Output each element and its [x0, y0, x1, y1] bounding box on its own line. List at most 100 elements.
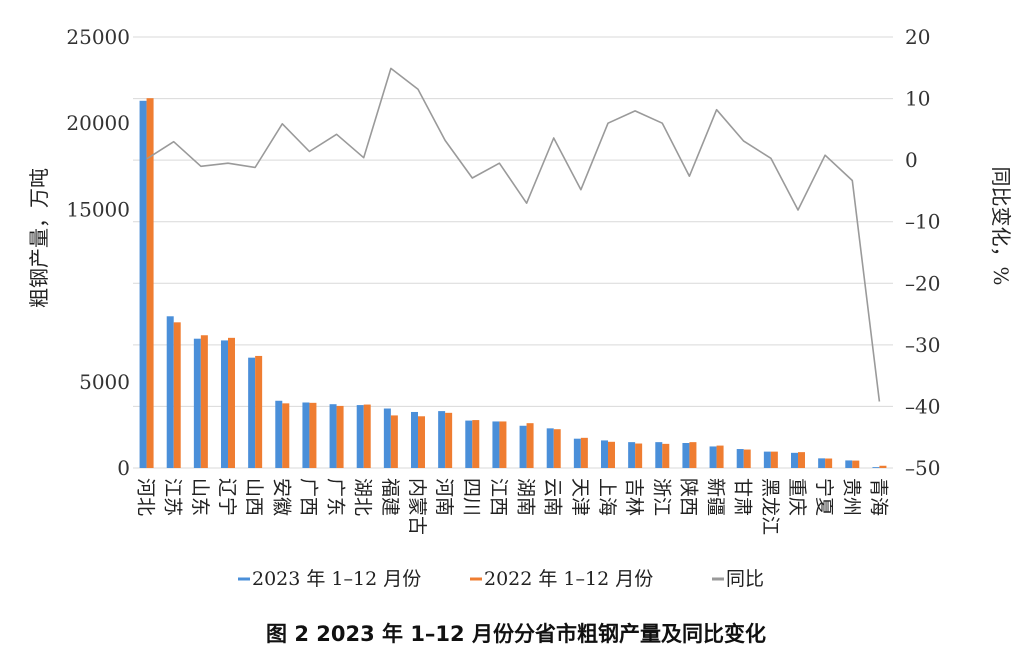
bar-2023: [628, 442, 636, 468]
bar-2023: [546, 428, 554, 468]
category-label: 山西: [243, 478, 265, 516]
left-tick-label: 5000: [79, 370, 130, 394]
bar-2022: [445, 412, 453, 468]
legend: 2023 年 1–12 月份 2022 年 1–12 月份 同比: [238, 568, 764, 590]
category-label: 安徽: [270, 478, 292, 516]
bar-2022: [499, 421, 507, 468]
bar-2023: [519, 425, 527, 468]
bar-2022: [309, 402, 317, 468]
category-label: 重庆: [786, 478, 808, 516]
right-tick-label: 0: [905, 148, 918, 172]
bar-2023: [682, 443, 690, 468]
right-tick-label: –30: [905, 333, 940, 357]
bar-2023: [383, 408, 391, 468]
bar-2022: [608, 441, 615, 468]
figure-caption: 图 2 2023 年 1–12 月份分省市粗钢产量及同比变化: [266, 622, 766, 646]
bar-2023: [465, 420, 473, 468]
bar-2022: [879, 465, 887, 468]
category-label: 辽宁: [216, 478, 238, 516]
bar-2022: [743, 449, 751, 468]
category-label: 湖北: [352, 478, 374, 516]
bar-2022: [526, 423, 534, 468]
grid-lines: [133, 36, 893, 469]
bar-2022: [635, 443, 643, 468]
bar-2023: [139, 100, 147, 469]
yoy-line-layer: [146, 67, 881, 402]
left-tick-label: 0: [117, 456, 130, 480]
bar-2022: [798, 452, 805, 468]
category-label: 广西: [297, 478, 319, 516]
bar-2022: [336, 405, 344, 468]
bar-2023: [356, 405, 364, 468]
category-label: 江苏: [162, 478, 184, 516]
category-label: 青海: [867, 478, 889, 516]
legend-label: 2022 年 1–12 月份: [484, 568, 653, 590]
bar-2023: [248, 357, 256, 468]
bar-2022: [200, 335, 208, 468]
bar-2023: [302, 402, 310, 468]
category-label: 四川: [460, 478, 482, 516]
category-label: 天津: [569, 478, 591, 516]
bar-2022: [716, 445, 724, 468]
right-axis-title: 同比变化，%: [989, 166, 1013, 285]
bar-2023: [573, 438, 581, 468]
category-label: 上海: [596, 478, 618, 516]
bar-2022: [228, 337, 235, 468]
bar-2022: [580, 437, 588, 468]
left-tick-label: 20000: [66, 111, 130, 135]
bar-2023: [411, 411, 418, 468]
right-axis-ticks: 20 10 0 –10 –20 –30 –40 –50: [905, 25, 940, 480]
bar-2023: [329, 404, 337, 468]
left-axis-ticks: 0 5000 15000 20000 25000: [66, 25, 130, 480]
bar-2023: [872, 467, 880, 468]
category-label: 广东: [325, 478, 347, 516]
bar-2022: [418, 416, 425, 468]
bar-2023: [221, 340, 228, 468]
category-label: 福建: [379, 478, 401, 516]
category-label: 甘肃: [732, 478, 754, 516]
left-axis-title: 粗钢产量，万吨: [27, 168, 51, 308]
bar-2022: [553, 429, 561, 468]
category-label: 河南: [433, 478, 455, 516]
bar-2023: [818, 458, 826, 468]
bar-2023: [709, 446, 717, 468]
legend-label: 2023 年 1–12 月份: [252, 568, 421, 590]
right-tick-label: –50: [905, 456, 940, 480]
right-tick-label: –20: [905, 271, 940, 295]
category-label: 云南: [542, 478, 564, 516]
category-label: 湖南: [515, 478, 537, 516]
bar-2022: [282, 403, 290, 468]
category-label: 河北: [135, 478, 157, 516]
bar-2023: [492, 421, 500, 468]
category-label: 新疆: [705, 478, 727, 516]
right-tick-label: –40: [905, 394, 940, 418]
category-label: 陕西: [677, 478, 699, 516]
bar-2023: [845, 460, 853, 468]
category-label: 吉林: [623, 478, 645, 516]
category-label: 江西: [487, 478, 509, 516]
bar-2022: [852, 460, 860, 468]
bar-2022: [825, 458, 833, 468]
bar-2022: [390, 415, 398, 468]
bar-2023: [763, 451, 771, 468]
bar-2022: [662, 443, 670, 468]
yoy-line: [146, 67, 881, 402]
right-tick-label: 10: [905, 87, 930, 111]
category-label: 浙江: [650, 478, 672, 516]
category-label: 宁夏: [813, 478, 835, 516]
bars: [139, 98, 887, 469]
bar-2022: [363, 404, 371, 468]
category-label: 黑龙江: [759, 478, 781, 535]
bar-2023: [791, 452, 798, 468]
bar-2023: [193, 338, 201, 468]
category-labels: 河北 江苏 山东 辽宁 山西 安徽 广西 广东 湖北 福建 内蒙古 河南 四川 江西 湖南 云南 天津 上海 吉林浙…: [135, 478, 890, 535]
bar-2023: [655, 442, 663, 468]
bar-2023: [438, 411, 446, 468]
right-tick-label: 20: [905, 25, 930, 49]
category-label: 贵州: [840, 478, 862, 516]
right-tick-label: –10: [905, 210, 940, 234]
left-tick-label: 15000: [66, 197, 130, 221]
bar-2022: [255, 355, 263, 468]
bar-2022: [689, 442, 697, 468]
